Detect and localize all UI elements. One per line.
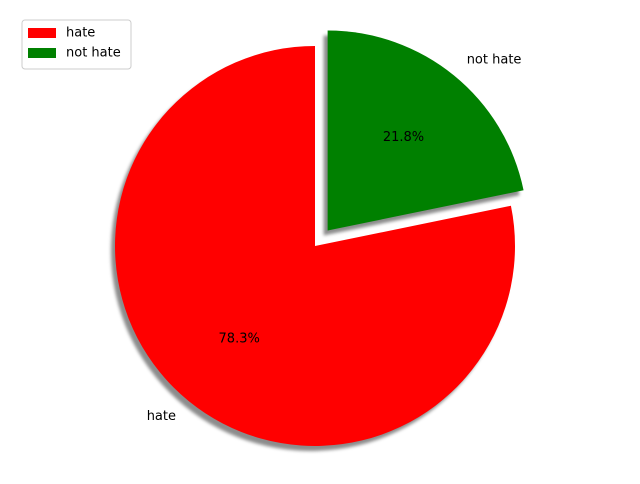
- pct-label-not-hate: 21.8%: [383, 130, 424, 145]
- legend-label-hate: hate: [66, 26, 95, 41]
- category-label-hate: hate: [147, 409, 176, 424]
- pie-slice-hate: [115, 46, 516, 446]
- category-label-not-hate: not hate: [467, 53, 522, 68]
- pie-slice-not-hate: [327, 30, 524, 231]
- pct-label-hate: 78.3%: [219, 332, 260, 347]
- legend-swatch-hate: [28, 28, 56, 38]
- legend: hate not hate: [21, 19, 132, 70]
- pie-slices: [115, 30, 524, 446]
- slice-labels: 78.3% hate 21.8% not hate: [147, 53, 522, 425]
- legend-label-not-hate: not hate: [66, 46, 121, 61]
- legend-swatch-not-hate: [28, 48, 56, 58]
